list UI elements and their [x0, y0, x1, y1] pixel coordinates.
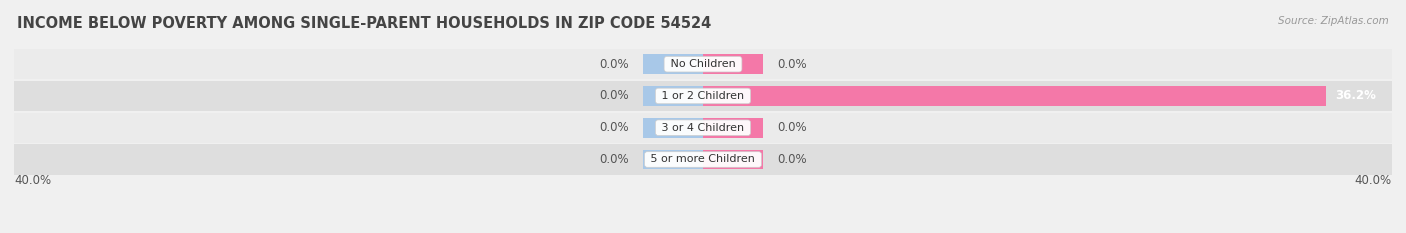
Bar [643, 118, 703, 137]
Bar [14, 81, 1392, 111]
Text: 3 or 4 Children: 3 or 4 Children [658, 123, 748, 133]
Text: 0.0%: 0.0% [599, 89, 628, 103]
Text: 5 or more Children: 5 or more Children [647, 154, 759, 164]
Bar [643, 54, 703, 74]
Text: No Children: No Children [666, 59, 740, 69]
Bar [14, 144, 1392, 175]
Bar [703, 54, 763, 74]
Text: 0.0%: 0.0% [778, 153, 807, 166]
Text: 36.2%: 36.2% [1336, 89, 1376, 103]
Text: INCOME BELOW POVERTY AMONG SINGLE-PARENT HOUSEHOLDS IN ZIP CODE 54524: INCOME BELOW POVERTY AMONG SINGLE-PARENT… [17, 16, 711, 31]
Text: 0.0%: 0.0% [778, 58, 807, 71]
Text: 0.0%: 0.0% [599, 121, 628, 134]
Bar [703, 118, 763, 137]
Bar [14, 113, 1392, 143]
Bar [643, 150, 703, 169]
Text: 1 or 2 Children: 1 or 2 Children [658, 91, 748, 101]
Text: 0.0%: 0.0% [599, 58, 628, 71]
Text: 40.0%: 40.0% [1355, 174, 1392, 187]
Bar [14, 49, 1392, 79]
Bar [703, 150, 763, 169]
Text: 0.0%: 0.0% [599, 153, 628, 166]
Text: 0.0%: 0.0% [778, 121, 807, 134]
Bar [703, 86, 1326, 106]
Text: 40.0%: 40.0% [14, 174, 51, 187]
Text: Source: ZipAtlas.com: Source: ZipAtlas.com [1278, 16, 1389, 26]
Bar [643, 86, 703, 106]
Legend: Single Father, Single Mother: Single Father, Single Mother [593, 230, 813, 233]
